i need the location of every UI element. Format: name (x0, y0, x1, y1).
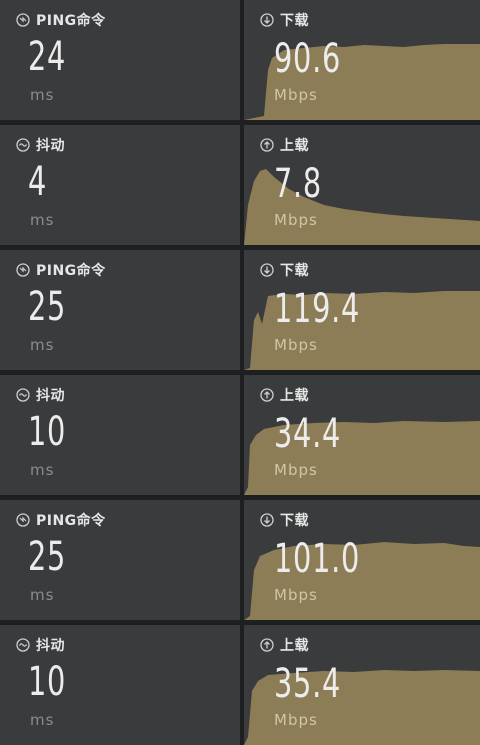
upload-unit: Mbps (274, 211, 318, 229)
download-graph (244, 44, 480, 120)
tile-label: 上载 (280, 138, 309, 154)
download-label-row: 下载 (260, 260, 309, 280)
ping-unit: ms (30, 86, 55, 104)
upload-icon (260, 638, 274, 652)
download-graph (244, 542, 480, 620)
tile-label: 下载 (280, 13, 309, 29)
tile-label: PING命令 (36, 13, 106, 29)
jitter-unit: ms (30, 461, 55, 479)
jitter-unit: ms (30, 711, 55, 729)
tile-label: 下载 (280, 263, 309, 279)
ping-unit: ms (30, 336, 55, 354)
download-value: 101.0 (274, 536, 361, 582)
upload-value: 7.8 (274, 161, 322, 207)
upload-label-row: 上载 (260, 635, 309, 655)
upload-icon (260, 388, 274, 402)
tile-label: 上载 (280, 638, 309, 654)
jitter-icon (16, 388, 30, 402)
upload-tile: 上载 35.4 Mbps (244, 625, 480, 745)
jitter-label-row: 抖动 (16, 635, 65, 655)
ping-icon (16, 513, 30, 527)
download-unit: Mbps (274, 586, 318, 604)
download-value: 90.6 (274, 36, 342, 82)
tile-label: 抖动 (36, 638, 65, 654)
download-label-row: 下载 (260, 510, 309, 530)
upload-value: 35.4 (274, 661, 342, 707)
upload-graph (244, 670, 480, 745)
jitter-label-row: 抖动 (16, 135, 65, 155)
download-graph (244, 291, 480, 370)
upload-graph (244, 421, 480, 495)
ping-tile: PING命令 25 ms (0, 500, 240, 620)
download-unit: Mbps (274, 86, 318, 104)
tile-label: 下载 (280, 513, 309, 529)
ping-unit: ms (30, 586, 55, 604)
download-tile: 下载 119.4 Mbps (244, 250, 480, 370)
download-label-row: 下载 (260, 10, 309, 30)
download-icon (260, 263, 274, 277)
jitter-unit: ms (30, 211, 55, 229)
jitter-tile: 抖动 10 ms (0, 625, 240, 745)
ping-label-row: PING命令 (16, 10, 106, 30)
download-value: 119.4 (274, 286, 361, 332)
tile-label: 上载 (280, 388, 309, 404)
upload-tile: 上载 7.8 Mbps (244, 125, 480, 245)
ping-tile: PING命令 25 ms (0, 250, 240, 370)
jitter-tile: 抖动 4 ms (0, 125, 240, 245)
ping-label-row: PING命令 (16, 260, 106, 280)
download-tile: 下载 90.6 Mbps (244, 0, 480, 120)
tile-label: PING命令 (36, 513, 106, 529)
ping-value: 25 (28, 534, 67, 580)
jitter-value: 4 (28, 159, 48, 205)
ping-icon (16, 13, 30, 27)
upload-label-row: 上载 (260, 385, 309, 405)
tile-label: PING命令 (36, 263, 106, 279)
download-tile: 下载 101.0 Mbps (244, 500, 480, 620)
jitter-value: 10 (28, 659, 67, 705)
jitter-icon (16, 138, 30, 152)
ping-value: 24 (28, 34, 67, 80)
upload-unit: Mbps (274, 711, 318, 729)
ping-tile: PING命令 24 ms (0, 0, 240, 120)
upload-label-row: 上载 (260, 135, 309, 155)
tile-label: 抖动 (36, 388, 65, 404)
jitter-value: 10 (28, 409, 67, 455)
upload-icon (260, 138, 274, 152)
ping-value: 25 (28, 284, 67, 330)
download-icon (260, 513, 274, 527)
tile-label: 抖动 (36, 138, 65, 154)
jitter-icon (16, 638, 30, 652)
jitter-label-row: 抖动 (16, 385, 65, 405)
jitter-tile: 抖动 10 ms (0, 375, 240, 495)
ping-icon (16, 263, 30, 277)
ping-label-row: PING命令 (16, 510, 106, 530)
download-unit: Mbps (274, 336, 318, 354)
upload-graph (244, 169, 480, 245)
upload-tile: 上载 34.4 Mbps (244, 375, 480, 495)
upload-unit: Mbps (274, 461, 318, 479)
download-icon (260, 13, 274, 27)
upload-value: 34.4 (274, 411, 342, 457)
